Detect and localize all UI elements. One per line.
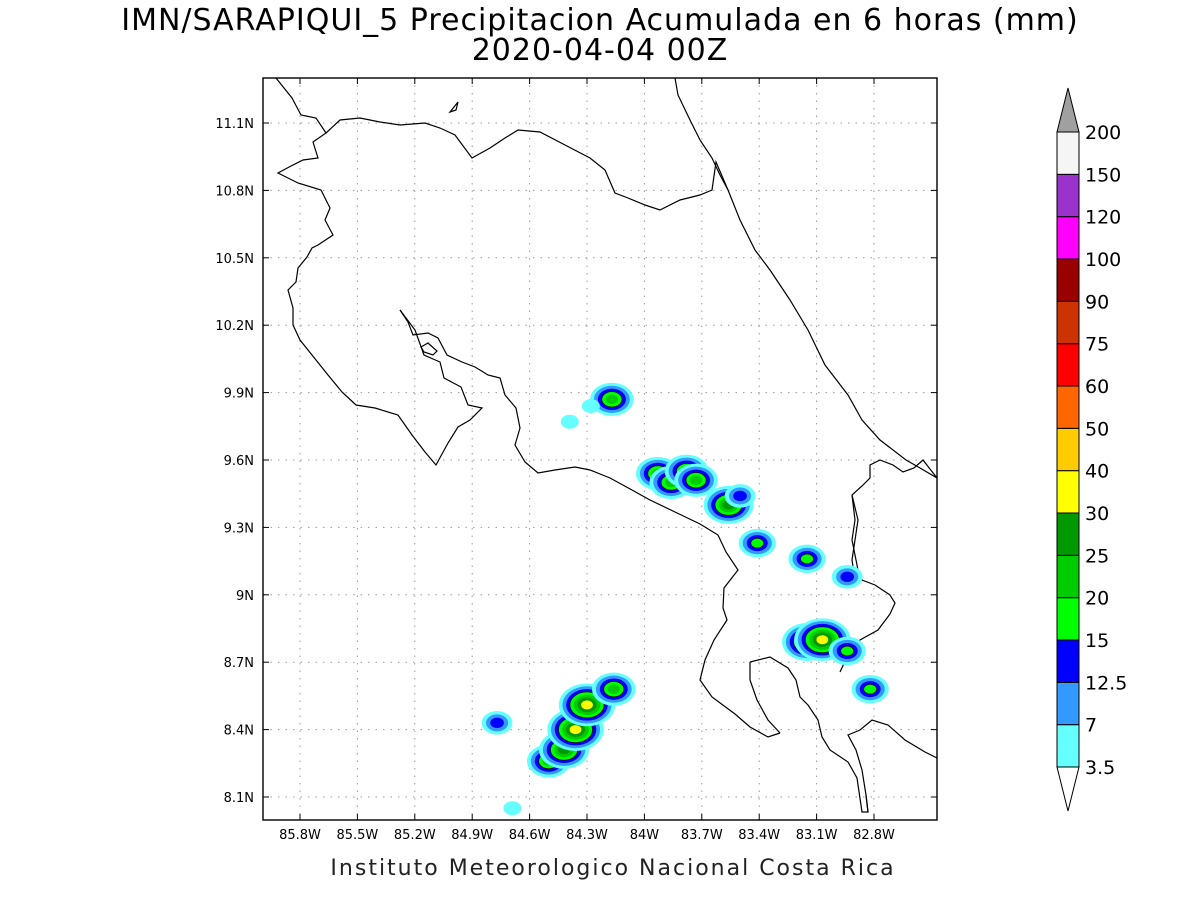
precip-contour: [689, 475, 703, 485]
precip-contour: [560, 414, 579, 429]
colorbar-legend: 3.5 7 12.5 15 20 25 30 40 50 60 75 90 100 120 150 200: [1056, 87, 1127, 812]
colorbar-label: 200: [1085, 122, 1121, 144]
colorbar-label: 20: [1085, 588, 1109, 610]
coastline-osa-peninsula: [749, 656, 937, 813]
y-tick-label: 9.6N: [224, 454, 254, 469]
map-subtitle-date: 2020-04-04 00Z: [471, 33, 729, 68]
x-tick-label: 84.9W: [451, 828, 493, 843]
colorbar-swatch: [1056, 385, 1080, 429]
coastline-dulce-gulf: [749, 459, 937, 813]
y-tick-label: 8.7N: [224, 656, 254, 671]
precip-cell: [828, 636, 866, 666]
x-tick-label: 82.8W: [853, 828, 895, 843]
y-tick-label: 9.3N: [224, 521, 254, 536]
precip-cell: [590, 382, 634, 416]
colorbar-swatch: [1056, 427, 1080, 472]
y-tick-label: 9N: [236, 589, 254, 604]
x-tick-label: 85.8W: [279, 828, 321, 843]
colorbar-label: 12.5: [1085, 672, 1127, 694]
colorbar-swatch: [1056, 131, 1080, 175]
colorbar-swatch: [1056, 639, 1080, 683]
colorbar-arrow-top: [1056, 87, 1080, 133]
colorbar-label: 25: [1085, 545, 1109, 567]
colorbar-swatch: [1056, 470, 1080, 514]
precip-cell: [674, 463, 718, 497]
x-tick-label: 84W: [630, 828, 660, 843]
colorbar-arrow-bottom: [1056, 766, 1080, 812]
precip-cell: [581, 399, 600, 414]
y-tick-label: 8.4N: [224, 724, 254, 739]
precip-cell: [481, 711, 513, 735]
coastline-caribbean-north: [275, 78, 484, 467]
precip-contour: [816, 635, 829, 645]
x-tick-label: 83.7W: [681, 828, 723, 843]
colorbar-swatch: [1056, 343, 1080, 387]
colorbar-label: 40: [1085, 461, 1109, 483]
colorbar-swatch: [1056, 512, 1080, 556]
credit-footer: Instituto Meteorologico Nacional Costa R…: [330, 856, 896, 881]
border-nicaragua: [325, 117, 937, 479]
colorbar-label: 150: [1085, 164, 1121, 186]
precip-cell: [788, 544, 826, 574]
colorbar-swatch: [1056, 724, 1080, 768]
precip-contour: [750, 537, 765, 549]
precip-cell: [503, 801, 522, 816]
map-title: IMN/SARAPIQUI_5 Precipitacion Acumulada …: [121, 3, 1079, 38]
colorbar-label: 75: [1085, 334, 1109, 356]
x-tick-label: 84.3W: [566, 828, 608, 843]
precip-cell: [831, 565, 863, 589]
precip-contour: [605, 394, 619, 405]
y-tick-label: 9.9N: [224, 387, 254, 402]
precip-contour: [840, 645, 855, 657]
colorbar-label: 7: [1085, 715, 1097, 737]
precip-cell: [591, 672, 636, 706]
colorbar-label: 90: [1085, 291, 1109, 313]
colorbar-swatch: [1056, 258, 1080, 302]
colorbar-swatch: [1056, 597, 1080, 641]
precip-contour: [569, 725, 582, 735]
colorbar-swatch: [1056, 681, 1080, 726]
colorbar-label: 3.5: [1085, 757, 1115, 779]
x-tick-label: 85.5W: [336, 828, 378, 843]
y-tick-label: 10.8N: [215, 184, 254, 199]
precip-contour: [733, 490, 747, 502]
x-tick-label: 83.4W: [738, 828, 780, 843]
colorbar-swatch: [1056, 554, 1080, 599]
precip-contour: [490, 717, 504, 729]
x-tick-label: 85.2W: [394, 828, 436, 843]
colorbar-label: 60: [1085, 376, 1109, 398]
y-tick-label: 11.1N: [215, 117, 254, 132]
x-tick-label: 83.1W: [796, 828, 838, 843]
colorbar-label: 15: [1085, 630, 1109, 652]
precip-cell: [851, 674, 889, 704]
precip-cell: [738, 528, 776, 558]
precip-contour: [581, 399, 600, 414]
colorbar-label: 120: [1085, 207, 1121, 229]
colorbar-label: 100: [1085, 249, 1121, 271]
y-tick-label: 10.5N: [215, 252, 254, 267]
precipitation-field: [481, 382, 889, 816]
precip-cell: [560, 414, 579, 429]
y-tick-label: 8.1N: [224, 791, 254, 806]
colorbar-swatch: [1056, 216, 1080, 260]
colorbar-swatch: [1056, 300, 1080, 345]
x-tick-label: 84.6W: [509, 828, 551, 843]
precip-contour: [607, 684, 620, 694]
precip-cell: [724, 484, 756, 508]
caribbean-coast-east: [448, 78, 729, 191]
y-tick-label: 10.2N: [215, 319, 254, 334]
colorbar-label: 30: [1085, 503, 1109, 525]
coastline-nicoya-bay: [399, 309, 781, 738]
colorbar-label: 50: [1085, 418, 1109, 440]
plot-frame: [262, 77, 938, 821]
precip-contour: [581, 700, 593, 710]
axis-ticks: 85.8W 85.5W 85.2W 84.9W 84.6W 84.3W 84W 83.7W 83…: [215, 78, 937, 843]
tempisque-river-outline: [420, 342, 438, 356]
precip-contour: [800, 553, 814, 565]
precip-contour: [863, 683, 878, 695]
precip-contour: [840, 571, 855, 583]
precip-contour: [503, 801, 522, 816]
colorbar-swatch: [1056, 173, 1080, 218]
